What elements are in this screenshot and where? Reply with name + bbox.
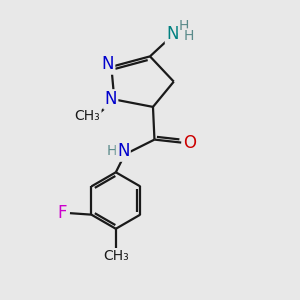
Text: N: N	[101, 56, 114, 74]
Text: H: H	[179, 19, 189, 33]
Text: H: H	[107, 144, 117, 158]
Text: N: N	[117, 142, 130, 160]
Text: CH₃: CH₃	[103, 249, 129, 263]
Text: N: N	[166, 25, 178, 43]
Text: N: N	[104, 91, 117, 109]
Text: H: H	[184, 29, 194, 44]
Text: O: O	[184, 134, 196, 152]
Text: F: F	[57, 204, 66, 222]
Text: CH₃: CH₃	[75, 109, 101, 123]
